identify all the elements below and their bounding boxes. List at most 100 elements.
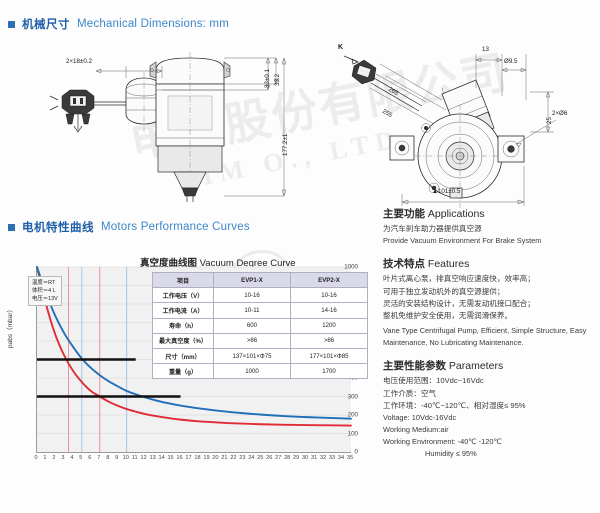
angled-connector: [351, 59, 427, 112]
dim-top-label: 13: [482, 46, 489, 53]
cell-evp1: 10-11: [213, 302, 291, 319]
x-tick-label: 2: [52, 455, 56, 461]
y-tick-label: 300: [347, 393, 358, 400]
applications-body-en: Provide Vacuum Environment For Brake Sys…: [383, 236, 542, 246]
y-tick-label: 100: [347, 430, 358, 437]
annotation-line-2: 体积＝4 L: [32, 288, 56, 295]
annotation-line-3: 电压＝13V: [32, 296, 58, 303]
cell-evp2: >86: [290, 332, 368, 349]
x-tick-label: 23: [239, 455, 246, 461]
x-tick-label: 20: [212, 455, 219, 461]
row-label: 重量（g）: [152, 363, 214, 380]
x-tick-label: 35: [346, 455, 354, 461]
x-tick-label: 34: [337, 455, 345, 461]
parameters-cn-1: 电压使用范围：10Vdc~16Vdc: [383, 376, 484, 386]
dim-side-label: 25: [546, 117, 553, 124]
cell-evp1: 600: [213, 317, 291, 334]
angle-dimension-lines: [369, 63, 449, 125]
features-body-en: Vane Type Centrifugal Pump, Efficient, S…: [383, 326, 587, 348]
view-k-arrow: [343, 55, 359, 65]
y-tick-label: 1000: [344, 263, 358, 271]
table-header-row: 项目 EVP1-X EVP2-X: [152, 271, 368, 289]
dim-h2-label: 33.2: [274, 73, 281, 86]
x-tick-label: 11: [131, 455, 138, 461]
features-line-4: 整机免维护安全使用，无需润滑保养。: [383, 311, 513, 321]
section-heading-mechanical: 机械尺寸 Mechanical Dimensions: mm: [8, 16, 229, 32]
x-tick-label: 3: [61, 455, 65, 461]
features-block: 技术特点 Features 叶片式离心泵，排真空响应速度快，效率高； 可用于独立…: [383, 256, 597, 349]
x-tick-label: 7: [97, 455, 101, 461]
pump-main-body: [149, 52, 231, 202]
y-axis-label: pabs（mbar）: [7, 306, 14, 348]
dimension-lines: [95, 57, 287, 197]
drawing-pump-k-view: K 265 255 13 Ø9.5 25 2×Ø6 ▲101±0.5: [330, 36, 592, 208]
table-row: 最大真空度（%） >86 >86: [152, 332, 368, 349]
chart-title: 真空度曲线图 Vacuum Degree Curve: [140, 255, 296, 269]
col-header-item: 项目: [152, 271, 214, 289]
applications-heading: 主要功能 Applications: [383, 206, 597, 221]
right-info-column: 主要功能 Applications 为汽车刹车助力器提供真空源 Provide …: [383, 206, 597, 469]
applications-body-cn: 为汽车刹车助力器提供真空源: [383, 224, 482, 233]
parameters-cn-3: 工作环境：-40℃~120℃、相对湿度≤ 95%: [383, 401, 526, 411]
cell-evp1: 137×101×Φ75: [213, 347, 291, 365]
section-mechanical-en: Mechanical Dimensions: mm: [77, 18, 229, 30]
parameters-heading-cn: 主要性能参数: [383, 360, 446, 373]
top-dimension-lines: [401, 54, 557, 206]
x-tick-label: 19: [203, 455, 210, 461]
row-label: 工作电压（V）: [152, 287, 214, 304]
row-label: 最大真空度（%）: [152, 332, 214, 349]
features-line-1: 叶片式离心泵，排真空响应速度快，效率高；: [383, 274, 535, 284]
cell-evp2: 1700: [290, 363, 368, 380]
x-tick-label: 15: [167, 455, 174, 461]
x-tick-label: 9: [115, 455, 119, 461]
cell-evp2: 10-16: [290, 287, 368, 304]
col-header-evp1: EVP1-X: [213, 271, 291, 289]
table-row: 工作电压（V） 10-16 10-16: [152, 287, 368, 304]
x-tick-label: 16: [176, 455, 183, 461]
x-tick-label: 32: [319, 455, 327, 461]
x-tick-label: 26: [266, 455, 273, 461]
cell-evp2: 14-16: [290, 302, 368, 319]
row-label: 寿命（h）: [152, 317, 214, 334]
parameters-block: 主要性能参数 Parameters 电压使用范围：10Vdc~16Vdc 工作介…: [383, 358, 597, 460]
col-header-evp2: EVP2-X: [290, 271, 368, 289]
section-curves-en: Motors Performance Curves: [101, 221, 250, 233]
section-curves-cn: 电机特性曲线: [22, 222, 94, 234]
x-tick-label: 8: [106, 455, 110, 461]
cell-evp1: 10-16: [213, 287, 291, 304]
parameters-heading-en: Parameters: [448, 360, 504, 373]
y-tick-label: 0: [354, 448, 358, 456]
annotation-line-1: 温度＝RT: [32, 280, 56, 286]
x-tick-label: 18: [194, 455, 201, 461]
parameters-en-1: Voltage: 10Vdc-16Vdc: [383, 413, 457, 423]
x-tick-label: 28: [284, 455, 291, 461]
series-line-evp1-x: [37, 267, 351, 426]
table-row: 工作电流（A） 10-11 14-16: [152, 302, 368, 319]
pump-housing-front: [389, 104, 525, 208]
x-tick-label: 12: [140, 455, 147, 461]
x-tick-label: 13: [149, 455, 156, 461]
drawing-pump-side-view: 2×18±0.2 33±0.1 33.2 177.2±1: [40, 38, 300, 203]
x-tick-label: 14: [158, 455, 165, 461]
pump-k-view-svg: [343, 54, 557, 208]
x-tick-label: 4: [70, 455, 74, 461]
x-tick-label: 25: [257, 455, 264, 461]
dim-base-label: ▲101±0.5: [432, 188, 461, 195]
parameters-en-2: Working Medium:air: [383, 425, 449, 435]
x-tick-label: 29: [293, 455, 300, 461]
pump-side-view-svg: [49, 52, 287, 202]
table-row: 寿命（h） 600 1200: [152, 317, 368, 334]
cell-evp1: 1000: [213, 363, 291, 380]
connector-assembly: [49, 89, 95, 133]
dim-hole-label: 2×Ø6: [552, 110, 568, 117]
cell-evp2: 1200: [290, 317, 368, 334]
x-tick-label: 27: [275, 455, 282, 461]
table-row: 尺寸（mm） 137×101×Φ75 177×101×Φ85: [152, 347, 368, 365]
table-row: 重量（g） 1000 1700: [152, 363, 368, 380]
row-label: 工作电流（A）: [152, 302, 214, 319]
applications-heading-en: Applications: [427, 208, 485, 220]
x-tick-label: 21: [221, 455, 228, 461]
dim-total-height-label: 177.2±1: [282, 133, 289, 156]
chart-title-en: Vacuum Degree Curve: [199, 258, 296, 269]
features-line-2: 可用于独立发动机外的真空源提供；: [383, 286, 505, 296]
